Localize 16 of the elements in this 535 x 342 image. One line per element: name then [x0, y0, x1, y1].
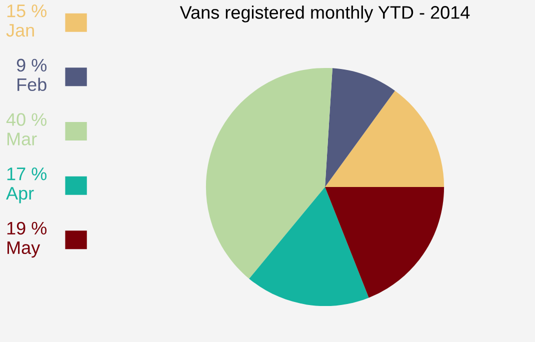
pie-slice: [325, 68, 395, 187]
legend-label: Apr: [6, 187, 34, 204]
data-label: 40 %: [6, 113, 47, 126]
legend-label: May: [7, 241, 40, 258]
legend-label: Mar: [7, 132, 37, 146]
data-label: 19 %: [7, 222, 47, 235]
data-label: 9 %: [16, 58, 47, 72]
pie-slice: [325, 90, 444, 187]
pie-slice: [325, 187, 444, 298]
chart-title: Vans registered monthly YTD - 2014: [180, 6, 470, 22]
data-label: 17 %: [7, 168, 47, 180]
pie-slice: [249, 187, 369, 306]
legend-label: Feb: [18, 78, 46, 92]
data-label: 15 %: [7, 4, 47, 18]
legend-label: Jan: [6, 24, 34, 37]
pie-slice: [206, 68, 332, 279]
